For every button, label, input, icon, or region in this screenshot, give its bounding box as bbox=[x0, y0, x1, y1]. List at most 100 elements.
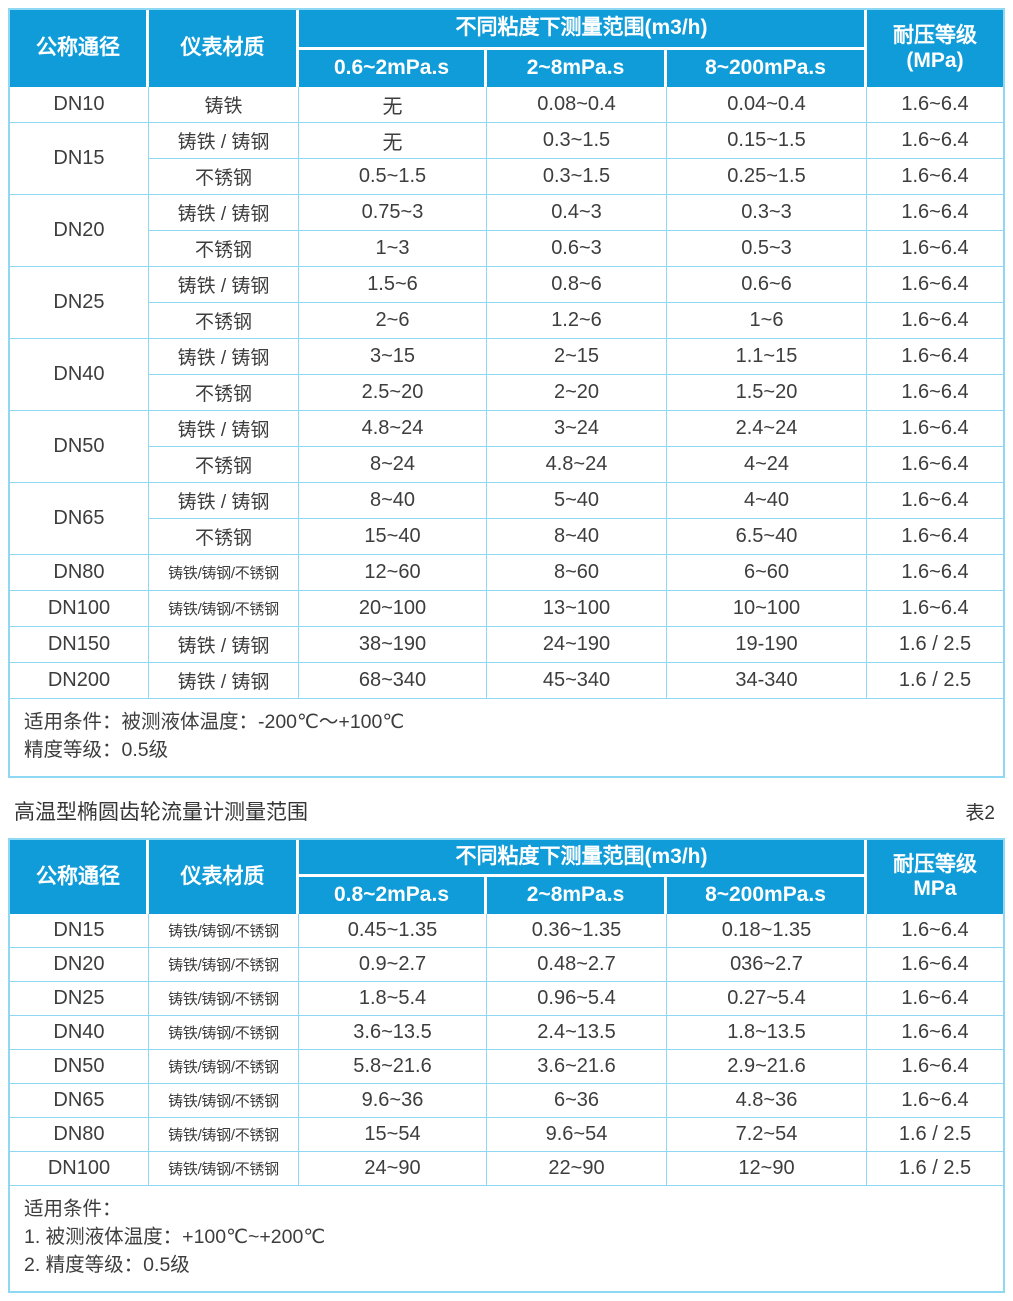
table2-notes: 适用条件： 1. 被测液体温度：+100℃~+200℃ 2. 精度等级：0.5级 bbox=[10, 1186, 1003, 1291]
range-mid-viscosity-cell: 22~90 bbox=[487, 1152, 667, 1186]
range-high-viscosity-cell: 2.4~24 bbox=[667, 411, 867, 447]
table1-body: DN10 铸铁无 0.08~0.4 0.04~0.4 1.6~6.4 DN15 铸铁 / 铸… bbox=[10, 87, 1003, 699]
note-line: 2. 精度等级：0.5级 bbox=[24, 1254, 190, 1276]
range-low-viscosity-cell: 24~90 bbox=[299, 1152, 487, 1186]
pressure-rating-cell: 1.6~6.4 bbox=[867, 267, 1003, 303]
diameter-cell: DN20 bbox=[10, 948, 149, 982]
material-cell: 铸铁 / 铸钢 bbox=[149, 663, 299, 699]
col-header-diameter: 公称通径 bbox=[10, 10, 146, 87]
col-header-diameter: 公称通径 bbox=[10, 840, 146, 914]
col-header-pressure-rating: 耐压等级 (MPa) bbox=[867, 10, 1003, 87]
table1-header: 公称通径 仪表材质 不同粘度下测量范围(m3/h) 耐压等级 (MPa) 0.6… bbox=[10, 10, 1003, 87]
range-mid-viscosity-cell: 3.6~21.6 bbox=[487, 1050, 667, 1084]
table-row: DN25 铸铁 / 铸钢 1.5~6 0.8~6 0.6~6 1.6~6.4 bbox=[10, 267, 1003, 339]
table-row: DN10 铸铁无 0.08~0.4 0.04~0.4 1.6~6.4 bbox=[10, 87, 1003, 123]
diameter-cell: DN50 bbox=[10, 411, 149, 483]
range-high-viscosity-cell: 4~24 bbox=[667, 447, 867, 483]
col-header-viscosity-mid: 2~8mPa.s bbox=[487, 877, 664, 914]
range-mid-viscosity-cell: 4.8~24 bbox=[487, 447, 667, 483]
pressure-rating-cell: 1.6~6.4 bbox=[867, 914, 1003, 948]
pressure-rating-cell: 1.6~6.4 bbox=[867, 375, 1003, 411]
material-cell: 铸铁/铸钢/不锈钢 bbox=[149, 1050, 299, 1084]
range-low-viscosity-cell: 无 bbox=[299, 87, 487, 123]
table-row: DN200 铸铁 / 铸钢 68~340 45~340 34-340 1.6 / 2.5 bbox=[10, 663, 1003, 699]
pressure-rating-cell: 1.6~6.4 bbox=[867, 123, 1003, 159]
pressure-rating-cell: 1.6~6.4 bbox=[867, 87, 1003, 123]
range-mid-viscosity-cell: 0.8~6 bbox=[487, 267, 667, 303]
section-strip: 高温型椭圆齿轮流量计测量范围 表2 bbox=[8, 778, 1005, 838]
table-row: DN80 铸铁/铸钢/不锈钢 12~60 8~60 6~60 1.6~6.4 bbox=[10, 555, 1003, 591]
table-row: DN150 铸铁 / 铸钢 38~190 24~190 19-190 1.6 / 2.5 bbox=[10, 627, 1003, 663]
table2-label: 表2 bbox=[965, 802, 995, 824]
diameter-cell: DN40 bbox=[10, 1016, 149, 1050]
range-mid-viscosity-cell: 6~36 bbox=[487, 1084, 667, 1118]
range-high-viscosity-cell: 1.5~20 bbox=[667, 375, 867, 411]
table2-body: DN15 铸铁/铸钢/不锈钢 0.45~1.35 0.36~1.35 0.18~1.35… bbox=[10, 914, 1003, 1186]
range-mid-viscosity-cell: 8~60 bbox=[487, 555, 667, 591]
col-header-material: 仪表材质 bbox=[149, 10, 296, 87]
range-high-viscosity-cell: 6.5~40 bbox=[667, 519, 867, 555]
diameter-cell: DN25 bbox=[10, 982, 149, 1016]
note-line: 适用条件：被测液体温度：-200℃～+100℃ bbox=[24, 711, 405, 733]
table-row: DN15 铸铁/铸钢/不锈钢 0.45~1.35 0.36~1.35 0.18~1.35… bbox=[10, 914, 1003, 948]
range-low-viscosity-cell: 15~54 bbox=[299, 1118, 487, 1152]
range-low-viscosity-cell: 20~100 bbox=[299, 591, 487, 627]
range-low-viscosity-cell: 5.8~21.6 bbox=[299, 1050, 487, 1084]
range-high-viscosity-cell: 036~2.7 bbox=[667, 948, 867, 982]
range-mid-viscosity-cell: 8~40 bbox=[487, 519, 667, 555]
col-header-viscosity-high: 8~200mPa.s bbox=[667, 50, 864, 87]
table-row: 不锈钢 2.5~20 2~20 1.5~20 1.6~6.4 bbox=[10, 375, 1003, 411]
table-row: DN40 铸铁 / 铸钢 3~15 2~15 1.1~15 1.6~6.4 bbox=[10, 339, 1003, 411]
range-high-viscosity-cell: 4~40 bbox=[667, 483, 867, 519]
range-mid-viscosity-cell: 2~20 bbox=[487, 375, 667, 411]
range-low-viscosity-cell: 2.5~20 bbox=[299, 375, 487, 411]
diameter-cell: DN10 bbox=[10, 87, 149, 123]
standard-flow-meter-table: 公称通径 仪表材质 不同粘度下测量范围(m3/h) 耐压等级 (MPa) 0.6… bbox=[8, 8, 1005, 778]
diameter-cell: DN15 bbox=[10, 123, 149, 195]
note-line: 适用条件： bbox=[24, 1198, 122, 1220]
table2-footer: 适用条件： 1. 被测液体温度：+100℃~+200℃ 2. 精度等级：0.5级 bbox=[10, 1186, 1003, 1291]
range-high-viscosity-cell: 34-340 bbox=[667, 663, 867, 699]
material-cell: 不锈钢 bbox=[149, 159, 299, 195]
range-low-viscosity-cell: 4.8~24 bbox=[299, 411, 487, 447]
range-mid-viscosity-cell: 9.6~54 bbox=[487, 1118, 667, 1152]
material-cell: 铸铁 / 铸钢 bbox=[149, 411, 299, 447]
range-low-viscosity-cell: 12~60 bbox=[299, 555, 487, 591]
material-cell: 铸铁/铸钢/不锈钢 bbox=[149, 982, 299, 1016]
range-high-viscosity-cell: 0.15~1.5 bbox=[667, 123, 867, 159]
range-mid-viscosity-cell: 0.08~0.4 bbox=[487, 87, 667, 123]
table-row: DN25 铸铁/铸钢/不锈钢 1.8~5.4 0.96~5.4 0.27~5.4 1.6~… bbox=[10, 982, 1003, 1016]
range-mid-viscosity-cell: 0.36~1.35 bbox=[487, 914, 667, 948]
material-cell: 铸铁/铸钢/不锈钢 bbox=[149, 591, 299, 627]
range-mid-viscosity-cell: 0.48~2.7 bbox=[487, 948, 667, 982]
pressure-rating-cell: 1.6 / 2.5 bbox=[867, 1152, 1003, 1186]
range-mid-viscosity-cell: 2~15 bbox=[487, 339, 667, 375]
range-mid-viscosity-cell: 1.2~6 bbox=[487, 303, 667, 339]
pressure-rating-cell: 1.6~6.4 bbox=[867, 447, 1003, 483]
pressure-rating-cell: 1.6~6.4 bbox=[867, 519, 1003, 555]
diameter-cell: DN100 bbox=[10, 1152, 149, 1186]
diameter-cell: DN80 bbox=[10, 555, 149, 591]
range-low-viscosity-cell: 8~40 bbox=[299, 483, 487, 519]
material-cell: 铸铁/铸钢/不锈钢 bbox=[149, 948, 299, 982]
range-high-viscosity-cell: 4.8~36 bbox=[667, 1084, 867, 1118]
pressure-rating-cell: 1.6~6.4 bbox=[867, 339, 1003, 375]
pressure-rating-cell: 1.6~6.4 bbox=[867, 1050, 1003, 1084]
range-low-viscosity-cell: 3.6~13.5 bbox=[299, 1016, 487, 1050]
range-low-viscosity-cell: 8~24 bbox=[299, 447, 487, 483]
material-cell: 不锈钢 bbox=[149, 375, 299, 411]
pressure-rating-cell: 1.6~6.4 bbox=[867, 555, 1003, 591]
table-row: DN100 铸铁/铸钢/不锈钢 20~100 13~100 10~100 1.6~6.4 bbox=[10, 591, 1003, 627]
diameter-cell: DN20 bbox=[10, 195, 149, 267]
material-cell: 铸铁 / 铸钢 bbox=[149, 627, 299, 663]
diameter-cell: DN50 bbox=[10, 1050, 149, 1084]
pressure-rating-cell: 1.6 / 2.5 bbox=[867, 627, 1003, 663]
range-low-viscosity-cell: 9.6~36 bbox=[299, 1084, 487, 1118]
range-mid-viscosity-cell: 45~340 bbox=[487, 663, 667, 699]
range-high-viscosity-cell: 0.6~6 bbox=[667, 267, 867, 303]
material-cell: 铸铁/铸钢/不锈钢 bbox=[149, 1016, 299, 1050]
table-row: 不锈钢 2~6 1.2~6 1~6 1.6~6.4 bbox=[10, 303, 1003, 339]
col-header-viscosity-range-group: 不同粘度下测量范围(m3/h) bbox=[299, 840, 864, 874]
diameter-cell: DN40 bbox=[10, 339, 149, 411]
range-high-viscosity-cell: 0.5~3 bbox=[667, 231, 867, 267]
